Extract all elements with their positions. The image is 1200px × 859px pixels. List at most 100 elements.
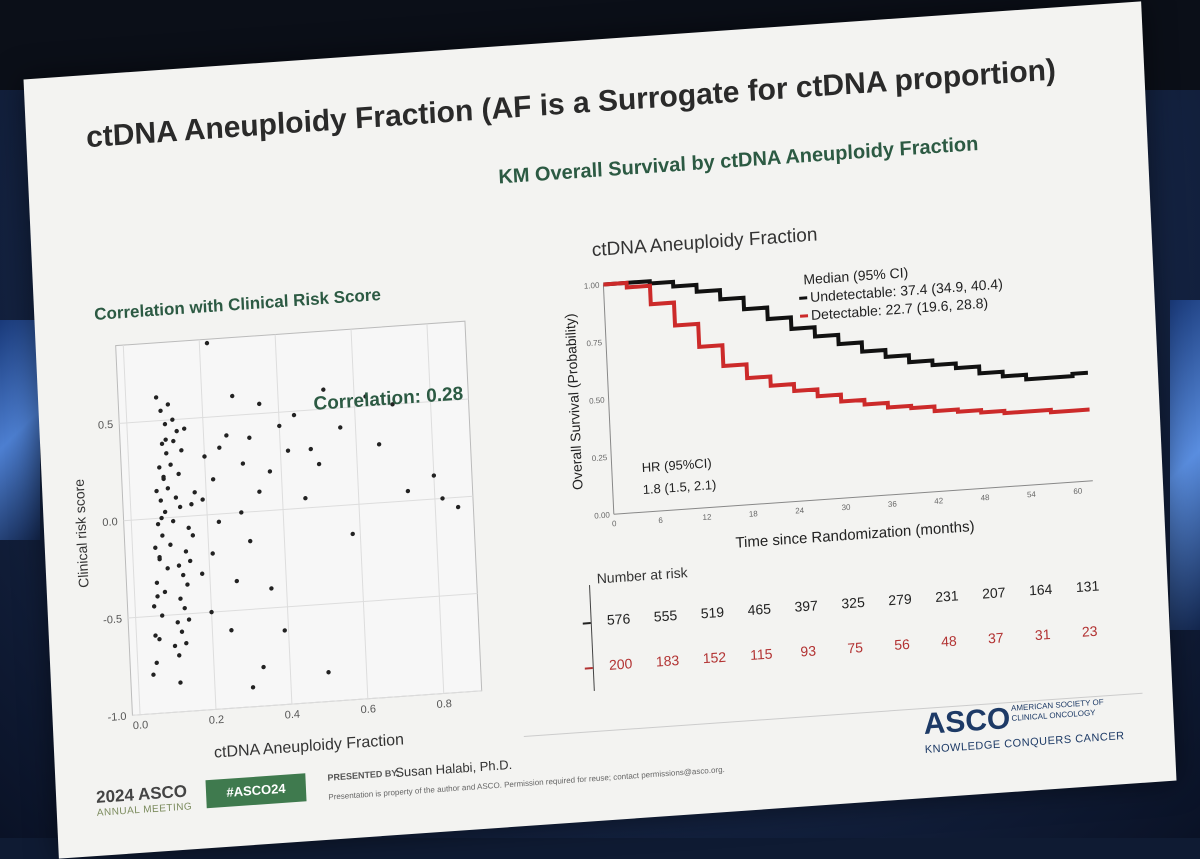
presentation-slide: ctDNA Aneuploidy Fraction (AF is a Surro… xyxy=(23,1,1177,859)
scatter-point xyxy=(239,510,244,515)
risk-count: 576 xyxy=(606,610,631,628)
scatter-point xyxy=(154,580,160,585)
scatter-points xyxy=(151,340,461,690)
scatter-point xyxy=(179,629,185,634)
scatter-point xyxy=(154,660,159,665)
scatter-point xyxy=(200,497,205,502)
hr-label: HR (95%CI) xyxy=(641,455,712,475)
scatter-point xyxy=(267,469,273,474)
risk-count: 115 xyxy=(749,645,773,663)
scatter-point xyxy=(173,495,179,500)
scatter-grid xyxy=(119,323,482,716)
scatter-point xyxy=(277,423,282,429)
asco-logo: ASCO xyxy=(922,702,1011,742)
scatter-point xyxy=(176,471,181,477)
scatter-point xyxy=(181,572,186,578)
scatter-gridline-x xyxy=(198,339,217,710)
risk-count: 325 xyxy=(841,593,866,612)
scatter-point xyxy=(178,680,183,685)
scatter-point xyxy=(163,437,168,442)
risk-count: 37 xyxy=(987,629,1004,647)
scatter-point xyxy=(177,653,182,658)
risk-count: 31 xyxy=(1034,626,1051,644)
km-x-tick: 60 xyxy=(1073,486,1083,496)
km-curve-detectable xyxy=(603,280,1090,416)
risk-marker-undetectable xyxy=(582,622,591,625)
scatter-point xyxy=(210,477,216,482)
km-x-axis xyxy=(613,480,1093,515)
scatter-point xyxy=(162,589,168,595)
scatter-point xyxy=(209,609,214,615)
risk-row-detectable: 200 183 152 115 93 75 56 48 37 31 23 xyxy=(600,623,1100,678)
km-heading: KM Overall Survival by ctDNA Aneuploidy … xyxy=(497,133,979,189)
risk-count: 75 xyxy=(846,639,864,657)
scatter-point xyxy=(155,594,160,599)
km-x-tick: 24 xyxy=(795,506,805,516)
km-x-tick: 54 xyxy=(1027,490,1037,500)
km-x-tick: 12 xyxy=(702,512,712,522)
scatter-point xyxy=(257,401,262,407)
scatter-chart: 0.0 0.2 0.4 0.6 0.8-1.0-0.50.00.5 Correlatio… xyxy=(71,320,483,762)
scatter-point xyxy=(190,533,196,538)
scatter-point xyxy=(269,586,274,591)
scatter-gridline-x xyxy=(274,334,293,705)
scatter-point xyxy=(229,628,234,633)
scatter-x-tick: 0.0 xyxy=(133,719,149,732)
risk-row-undetectable: 576 555 519 465 397 325 279 231 207 164 131 xyxy=(598,578,1100,633)
km-x-tick: 30 xyxy=(841,503,851,513)
scatter-point xyxy=(161,476,166,482)
hashtag-badge: #ASCO24 xyxy=(205,773,307,809)
km-x-tick: 48 xyxy=(980,493,990,503)
km-ticks: 0 6 12 18 24 30 36 42 48 54 60 0.00 0.25 0.50 0.75 1.00 xyxy=(584,281,1083,529)
scatter-point xyxy=(153,633,158,638)
scatter-point xyxy=(160,533,165,538)
scatter-point xyxy=(350,531,355,537)
scatter-point xyxy=(440,496,445,501)
risk-count: 164 xyxy=(1028,580,1053,599)
km-y-tick: 0.50 xyxy=(589,396,605,406)
scatter-gridline-y xyxy=(119,398,469,424)
km-x-tick: 0 xyxy=(612,519,617,528)
km-legend-title: Median (95% CI) xyxy=(803,264,909,287)
scatter-point xyxy=(158,498,163,503)
scatter-point xyxy=(165,566,170,571)
scatter-point xyxy=(182,605,187,611)
scatter-ticks: 0.0 0.2 0.4 0.6 0.8 -1.0 -0.5 0.0 0.5 xyxy=(98,419,452,732)
side-screen-left xyxy=(0,320,40,540)
risk-count: 279 xyxy=(887,590,913,609)
scatter-point xyxy=(308,446,313,452)
scatter-x-tick: 0.8 xyxy=(436,698,452,711)
scatter-point xyxy=(282,628,287,633)
scatter-point xyxy=(159,441,165,447)
presenter-name: Susan Halabi, Ph.D. xyxy=(394,756,513,781)
scatter-point xyxy=(162,421,168,427)
risk-count: 93 xyxy=(800,642,817,660)
scatter-point xyxy=(157,636,162,642)
risk-count: 231 xyxy=(934,587,959,605)
legend-swatch-undetectable xyxy=(799,296,808,300)
scatter-point xyxy=(321,387,326,392)
scatter-point xyxy=(153,545,158,550)
scatter-point xyxy=(157,555,162,560)
risk-count: 56 xyxy=(893,635,911,653)
scatter-y-tick: 0.0 xyxy=(102,516,118,529)
km-x-tick: 42 xyxy=(934,496,944,506)
scatter-point xyxy=(250,685,256,690)
scatter-point xyxy=(178,596,183,601)
risk-count: 465 xyxy=(747,600,772,619)
scatter-point xyxy=(155,521,161,527)
scatter-point xyxy=(363,394,368,399)
scatter-point xyxy=(175,620,180,625)
scatter-gridline-x xyxy=(426,323,445,694)
km-y-label: Overall Survival (Probability) xyxy=(562,313,586,491)
scatter-y-tick: -0.5 xyxy=(103,613,122,626)
scatter-point xyxy=(164,451,169,456)
scatter-point xyxy=(170,518,176,524)
scatter-point xyxy=(192,490,197,495)
scatter-point xyxy=(157,465,162,470)
scatter-point xyxy=(159,515,164,521)
km-y-tick: 0.25 xyxy=(592,453,608,463)
scatter-point xyxy=(168,542,173,547)
risk-count: 207 xyxy=(981,584,1006,602)
scatter-point xyxy=(151,604,157,609)
